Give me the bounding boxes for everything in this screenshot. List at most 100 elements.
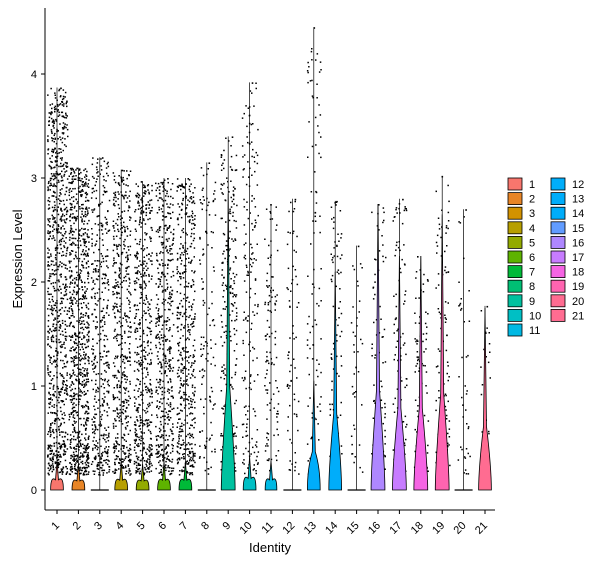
data-point [159, 316, 161, 318]
data-point [168, 392, 170, 394]
data-point [75, 256, 77, 258]
data-point [133, 439, 136, 441]
data-point [254, 225, 256, 227]
data-point [48, 265, 51, 267]
data-point [236, 204, 238, 207]
data-point [150, 199, 153, 201]
data-point [306, 357, 309, 359]
data-point [113, 376, 116, 379]
data-point [57, 265, 59, 268]
data-point [107, 390, 110, 393]
data-point [112, 447, 115, 449]
data-point [167, 308, 170, 311]
data-point [97, 175, 99, 177]
data-point [71, 381, 73, 383]
data-point [122, 179, 125, 181]
data-point [52, 210, 55, 213]
data-point [81, 343, 84, 345]
data-point [182, 247, 185, 249]
data-point [191, 384, 194, 386]
data-point [75, 364, 77, 366]
data-point [92, 421, 95, 423]
data-point [101, 455, 103, 457]
data-point [144, 238, 146, 241]
data-point [114, 287, 116, 289]
data-point [64, 446, 66, 448]
data-point [166, 375, 168, 377]
data-point [143, 282, 146, 284]
data-point [161, 219, 164, 221]
data-point [267, 445, 269, 447]
data-point [49, 403, 51, 405]
data-point [53, 237, 55, 239]
data-point [224, 374, 227, 376]
data-point [66, 268, 68, 270]
data-point [100, 165, 102, 167]
data-point [148, 463, 151, 466]
data-point [139, 283, 141, 286]
data-point [104, 427, 106, 429]
data-point [185, 435, 188, 438]
data-point [155, 378, 158, 381]
data-point [181, 183, 183, 185]
data-point [121, 194, 123, 196]
data-point [165, 360, 167, 362]
data-point [81, 320, 83, 323]
data-point [100, 461, 102, 464]
data-point [70, 250, 73, 252]
data-point [151, 260, 153, 262]
data-point [158, 461, 160, 464]
data-point [144, 303, 147, 305]
data-point [138, 388, 140, 390]
data-point [150, 388, 152, 390]
data-point [75, 169, 77, 171]
data-point [94, 297, 96, 300]
data-point [275, 229, 277, 231]
data-point [48, 446, 51, 448]
data-point [178, 440, 180, 442]
data-point [76, 215, 79, 218]
data-point [316, 83, 318, 85]
data-point [170, 248, 173, 250]
data-point [310, 437, 312, 440]
data-point [85, 215, 87, 218]
data-point [60, 456, 62, 458]
data-point [63, 389, 66, 391]
data-point [138, 360, 140, 362]
data-point [194, 318, 196, 320]
data-point [256, 463, 259, 465]
data-point [176, 462, 179, 465]
data-point [293, 413, 296, 415]
data-point [159, 347, 161, 350]
data-point [155, 195, 158, 197]
data-point [78, 257, 81, 260]
data-point [155, 391, 157, 393]
data-point [71, 244, 73, 246]
data-point [294, 200, 296, 203]
data-point [114, 410, 116, 412]
data-point [47, 139, 49, 141]
data-point [156, 400, 159, 402]
data-point [157, 358, 160, 360]
data-point [100, 385, 103, 388]
data-point [116, 293, 118, 295]
data-point [180, 404, 182, 406]
data-point [129, 310, 131, 312]
data-point [176, 450, 178, 453]
data-point [232, 295, 234, 298]
data-point [170, 259, 172, 261]
data-point [116, 306, 118, 308]
data-point [55, 289, 57, 292]
data-point [66, 246, 69, 249]
data-point [202, 299, 205, 302]
data-point [102, 474, 104, 476]
data-point [170, 347, 172, 350]
data-point [180, 383, 182, 385]
data-point [65, 112, 67, 115]
data-point [172, 274, 175, 277]
data-point [167, 264, 169, 266]
data-point [73, 258, 75, 260]
data-point [70, 182, 72, 184]
data-point [84, 176, 86, 178]
data-point [115, 235, 118, 237]
